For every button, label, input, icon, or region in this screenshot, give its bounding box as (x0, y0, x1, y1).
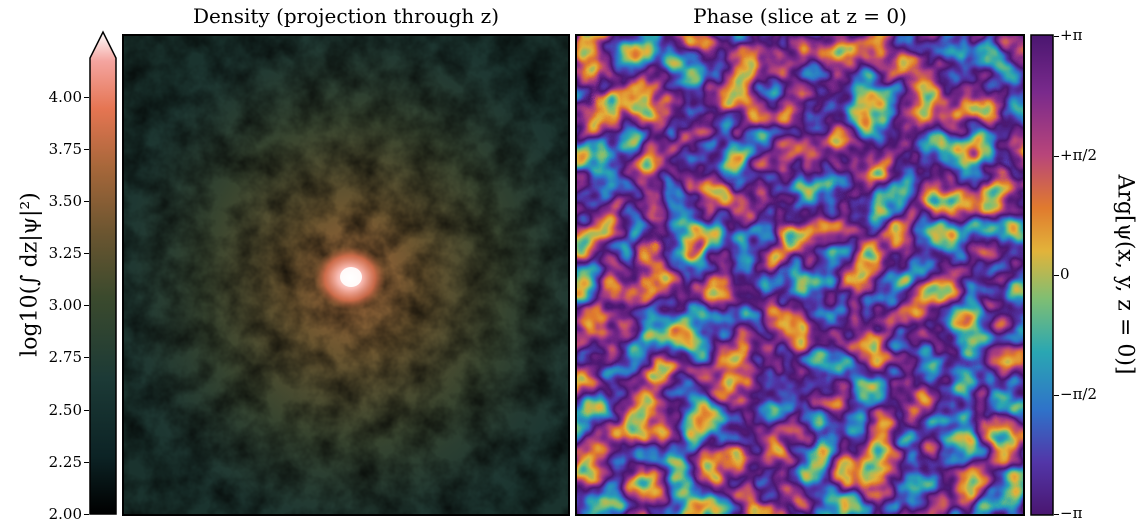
density-colorbar-tick-mark (84, 148, 89, 150)
phase-colorbar-tick-label: −π/2 (1060, 384, 1098, 403)
density-map (124, 36, 568, 514)
density-colorbar-tick-label: 4.00 (48, 87, 82, 106)
phase-colorbar-tick-label: +π/2 (1060, 145, 1098, 164)
density-colorbar-tick-label: 3.75 (48, 139, 82, 158)
phase-colorbar-tick-label: 0 (1060, 265, 1070, 283)
phase-map (577, 36, 1023, 514)
phase-panel (575, 34, 1025, 516)
density-colorbar-tick-mark (84, 96, 89, 98)
phase-panel-title: Phase (slice at z = 0) (575, 4, 1025, 28)
phase-colorbar-tick-mark (1054, 36, 1059, 37)
phase-colorbar-tick-label: +π (1060, 26, 1083, 44)
density-panel (122, 34, 570, 516)
phase-colorbar-tick-mark (1054, 394, 1059, 396)
phase-colorbar (1030, 34, 1054, 516)
density-colorbar-tick-mark (84, 253, 89, 255)
phase-colorbar-label: Arg[ψ(x, y, z = 0)] (1112, 174, 1138, 375)
density-colorbar-tick-label: 3.25 (48, 244, 82, 263)
phase-colorbar-tick-label: −π (1060, 504, 1083, 522)
density-colorbar-tick-label: 2.50 (48, 400, 82, 419)
density-colorbar-tick-label: 2.75 (48, 348, 82, 367)
phase-colorbar-tick-mark (1054, 514, 1059, 515)
density-colorbar-tick-mark (84, 357, 89, 359)
density-colorbar-tick-mark (84, 305, 89, 307)
phase-colorbar-tick-mark (1054, 155, 1059, 157)
density-colorbar-tick-mark (84, 409, 89, 411)
density-colorbar-tick-mark (84, 461, 89, 463)
density-colorbar-tick-label: 3.50 (48, 191, 82, 210)
phase-colorbar-tick-mark (1054, 275, 1059, 276)
density-colorbar-tick-label: 2.00 (48, 505, 82, 523)
density-colorbar-tick-mark (84, 200, 89, 202)
density-panel-title: Density (projection through z) (122, 4, 570, 28)
phase-title-text: Phase (slice at z = 0) (693, 4, 907, 28)
density-colorbar-tick-mark (84, 514, 89, 515)
density-title-text: Density (projection through z) (192, 4, 500, 28)
density-colorbar-tick-label: 2.25 (48, 452, 82, 471)
density-colorbar-tick-label: 3.00 (48, 296, 82, 315)
density-colorbar (89, 30, 117, 515)
